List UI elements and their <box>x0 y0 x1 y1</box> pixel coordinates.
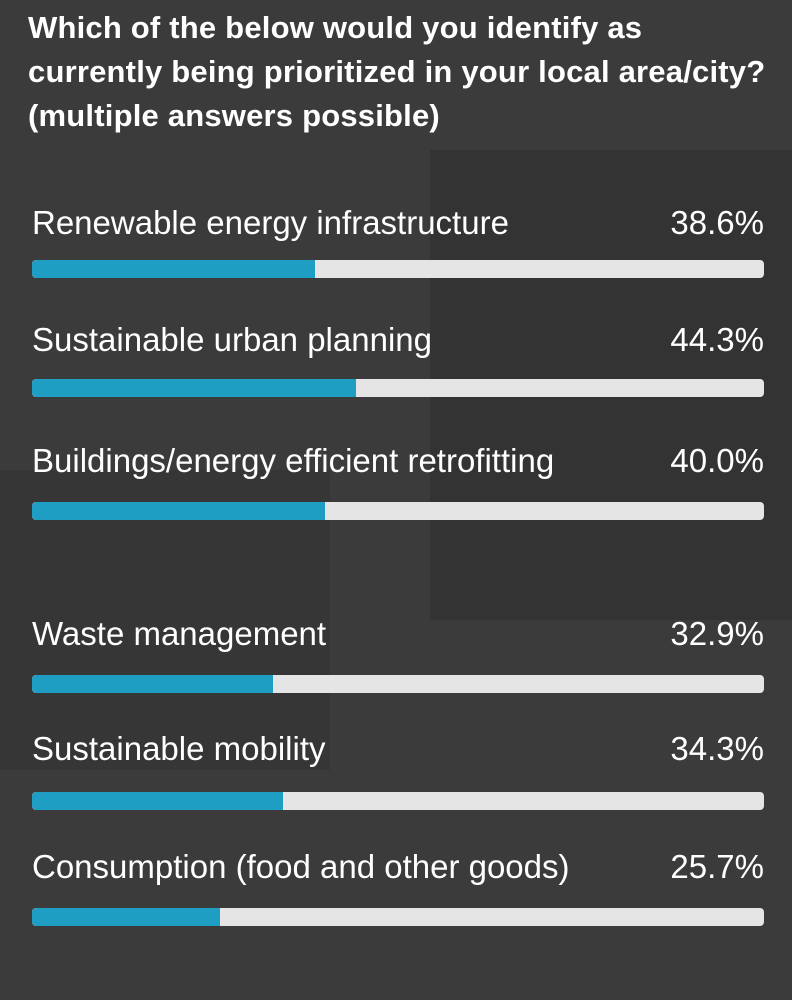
poll-question: Which of the below would you identify as… <box>28 10 766 133</box>
option-bar-track <box>32 379 764 397</box>
option-percent: 44.3% <box>670 321 764 358</box>
option-bar-fill <box>32 502 325 520</box>
option-label: Renewable energy infrastructure <box>32 204 509 241</box>
poll-option-waste-management[interactable]: Waste management 32.9% <box>32 607 764 693</box>
option-bar-track <box>32 792 764 810</box>
option-label: Waste management <box>32 615 327 652</box>
option-label: Consumption (food and other goods) <box>32 848 570 885</box>
option-label: Sustainable mobility <box>32 730 326 767</box>
option-percent: 25.7% <box>670 848 764 885</box>
option-percent: 34.3% <box>670 730 764 767</box>
poll-option-consumption[interactable]: Consumption (food and other goods) 25.7% <box>32 840 764 926</box>
option-bar-fill <box>32 379 357 397</box>
option-bar-track <box>32 908 764 926</box>
option-label: Sustainable urban planning <box>32 321 432 358</box>
option-percent: 40.0% <box>670 442 764 479</box>
background-panel <box>0 470 330 770</box>
poll-option-urban-planning[interactable]: Sustainable urban planning 44.3% <box>32 313 764 397</box>
option-bar-fill <box>32 675 273 693</box>
option-bar-fill <box>32 792 284 810</box>
option-bar-track <box>32 502 764 520</box>
option-bar-fill <box>32 908 221 926</box>
poll-option-sustainable-mobility[interactable]: Sustainable mobility 34.3% <box>32 722 764 810</box>
option-label: Buildings/energy efficient retrofitting <box>32 442 555 479</box>
poll-option-buildings-retrofitting[interactable]: Buildings/energy efficient retrofitting … <box>32 434 764 520</box>
option-percent: 32.9% <box>670 615 764 652</box>
option-bar-track <box>32 260 764 278</box>
poll-option-renewable-energy[interactable]: Renewable energy infrastructure 38.6% <box>32 196 764 278</box>
option-bar-track <box>32 675 764 693</box>
option-percent: 38.6% <box>670 204 764 241</box>
option-bar-fill <box>32 260 315 278</box>
